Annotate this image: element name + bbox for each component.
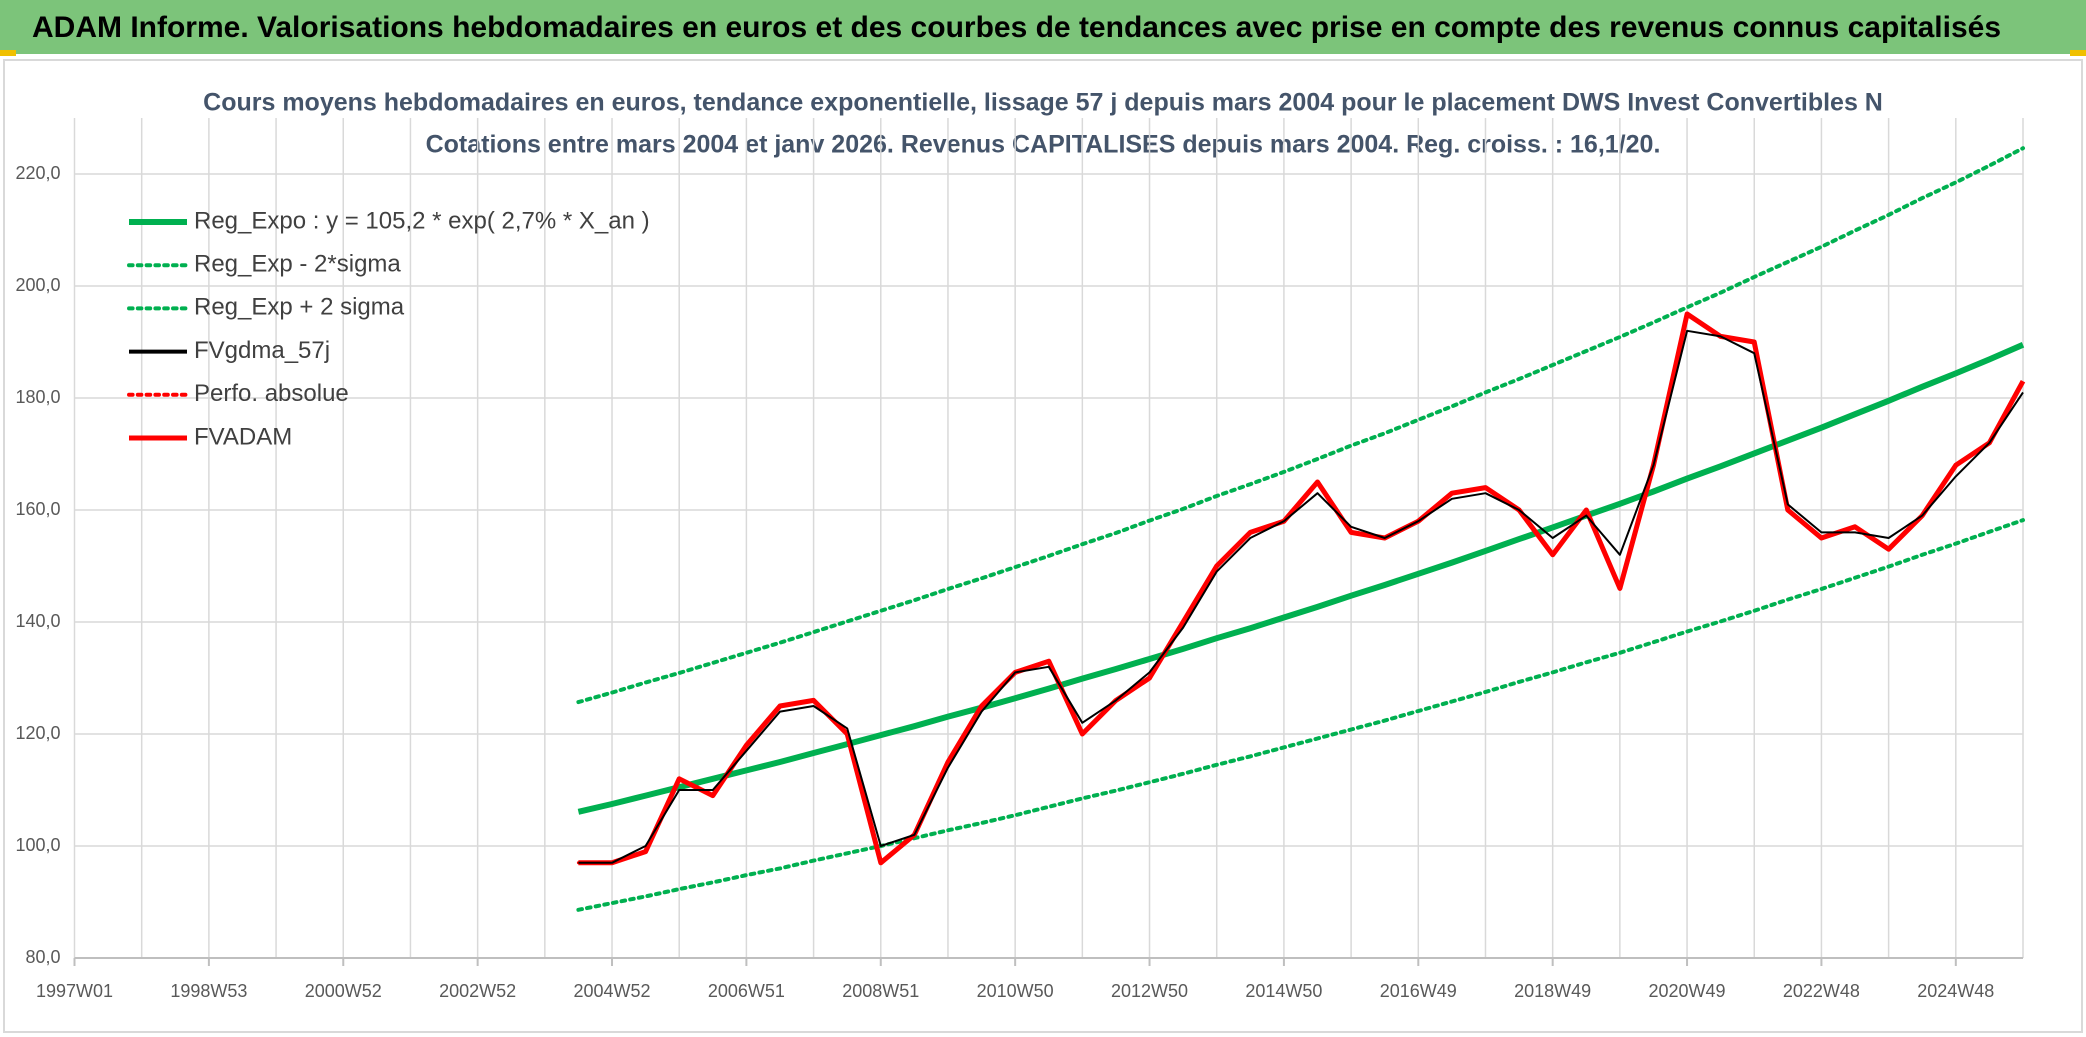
y-tick-label: 140,0 bbox=[15, 611, 60, 631]
series-line bbox=[576, 518, 2025, 912]
legend: Reg_Expo : y = 105,2 * exp( 2,7% * X_an … bbox=[127, 207, 650, 450]
series-line bbox=[577, 342, 2025, 815]
series-line bbox=[576, 146, 2025, 705]
grid: 80,0 100,0 120,0 140,0 160,0 180,0 200,0 220,0 1… bbox=[15, 118, 2024, 1001]
series-line bbox=[578, 329, 2024, 864]
header-band bbox=[0, 0, 2086, 54]
legend-label: Perfo. absolue bbox=[194, 380, 349, 407]
x-tick-label: 2002W52 bbox=[439, 981, 516, 1001]
chart-title: Cours moyens hebdomadaires en euros, ten… bbox=[203, 89, 1883, 117]
x-tick-label: 2010W50 bbox=[977, 981, 1054, 1001]
x-tick-label: 2020W49 bbox=[1649, 981, 1726, 1001]
x-tick-label: 2012W50 bbox=[1111, 981, 1188, 1001]
x-tick-label: 2016W49 bbox=[1380, 981, 1457, 1001]
x-tick-label: 2004W52 bbox=[573, 981, 650, 1001]
x-tick-label: 2018W49 bbox=[1514, 981, 1591, 1001]
y-tick-label: 220,0 bbox=[15, 163, 60, 183]
x-tick-label: 2022W48 bbox=[1783, 981, 1860, 1001]
chart-frame bbox=[3, 59, 2083, 1033]
legend-label: FVgdma_57j bbox=[194, 337, 330, 364]
x-tick-label: 1997W01 bbox=[36, 981, 113, 1001]
chart-subtitle: Cotations entre mars 2004 et janv 2026. … bbox=[426, 131, 1661, 159]
y-tick-label: 120,0 bbox=[15, 723, 60, 743]
legend-label: Reg_Exp + 2 sigma bbox=[194, 294, 405, 321]
legend-label: Reg_Exp - 2*sigma bbox=[194, 251, 401, 278]
page-title: ADAM Informe. Valorisations hebdomadaire… bbox=[32, 11, 2001, 44]
y-tick-label: 180,0 bbox=[15, 387, 60, 407]
corner-mark bbox=[0, 50, 16, 56]
legend-label: Reg_Expo : y = 105,2 * exp( 2,7% * X_an … bbox=[194, 207, 650, 234]
y-tick-label: 160,0 bbox=[15, 499, 60, 519]
x-tick-label: 2006W51 bbox=[708, 981, 785, 1001]
x-tick-label: 2014W50 bbox=[1245, 981, 1322, 1001]
x-tick-label: 2008W51 bbox=[842, 981, 919, 1001]
x-tick-label: 2000W52 bbox=[305, 981, 382, 1001]
plot-lines bbox=[576, 146, 2026, 912]
x-tick-label: 2024W48 bbox=[1917, 981, 1994, 1001]
corner-mark bbox=[2070, 50, 2086, 56]
y-tick-label: 80,0 bbox=[25, 947, 60, 967]
x-tick-label: 1998W53 bbox=[170, 981, 247, 1001]
legend-label: FVADAM bbox=[194, 423, 292, 450]
y-tick-label: 100,0 bbox=[15, 835, 60, 855]
y-tick-label: 200,0 bbox=[15, 275, 60, 295]
